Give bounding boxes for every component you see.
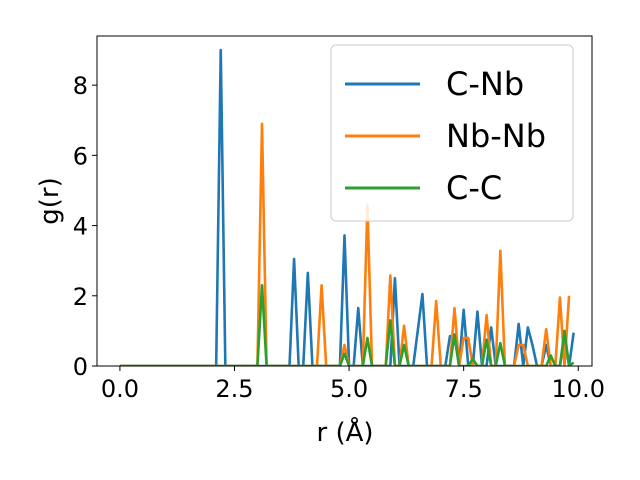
plot-frame [96, 35, 593, 367]
legend-label-c-nb: C-Nb [446, 65, 524, 103]
x-tick-label: 2.5 [215, 375, 253, 403]
x-tick-label: 5.0 [330, 375, 368, 403]
y-tick-label: 0 [73, 353, 88, 381]
y-axis-label: g(r) [35, 177, 65, 224]
y-tick-label: 2 [73, 283, 88, 311]
x-tick-label: 10.0 [552, 375, 605, 403]
y-tick-label: 6 [73, 142, 88, 170]
x-axis-ticks: 0.0 2.5 5.0 7.5 10.0 [101, 366, 605, 403]
y-tick-label: 4 [73, 213, 88, 241]
y-tick-label: 8 [73, 72, 88, 100]
legend-label-c-c: C-C [446, 169, 502, 207]
series-line-c-c [119, 283, 575, 366]
x-tick-label: 7.5 [445, 375, 483, 403]
plot-area [96, 35, 593, 367]
legend: C-Nb Nb-Nb C-C [330, 44, 574, 222]
legend-label-nb-nb: Nb-Nb [446, 117, 546, 155]
x-tick-label: 0.0 [101, 375, 139, 403]
x-axis-label: r (Å) [316, 416, 373, 448]
y-axis-ticks: 0 2 4 6 8 [73, 72, 97, 381]
legend-box [330, 44, 574, 222]
